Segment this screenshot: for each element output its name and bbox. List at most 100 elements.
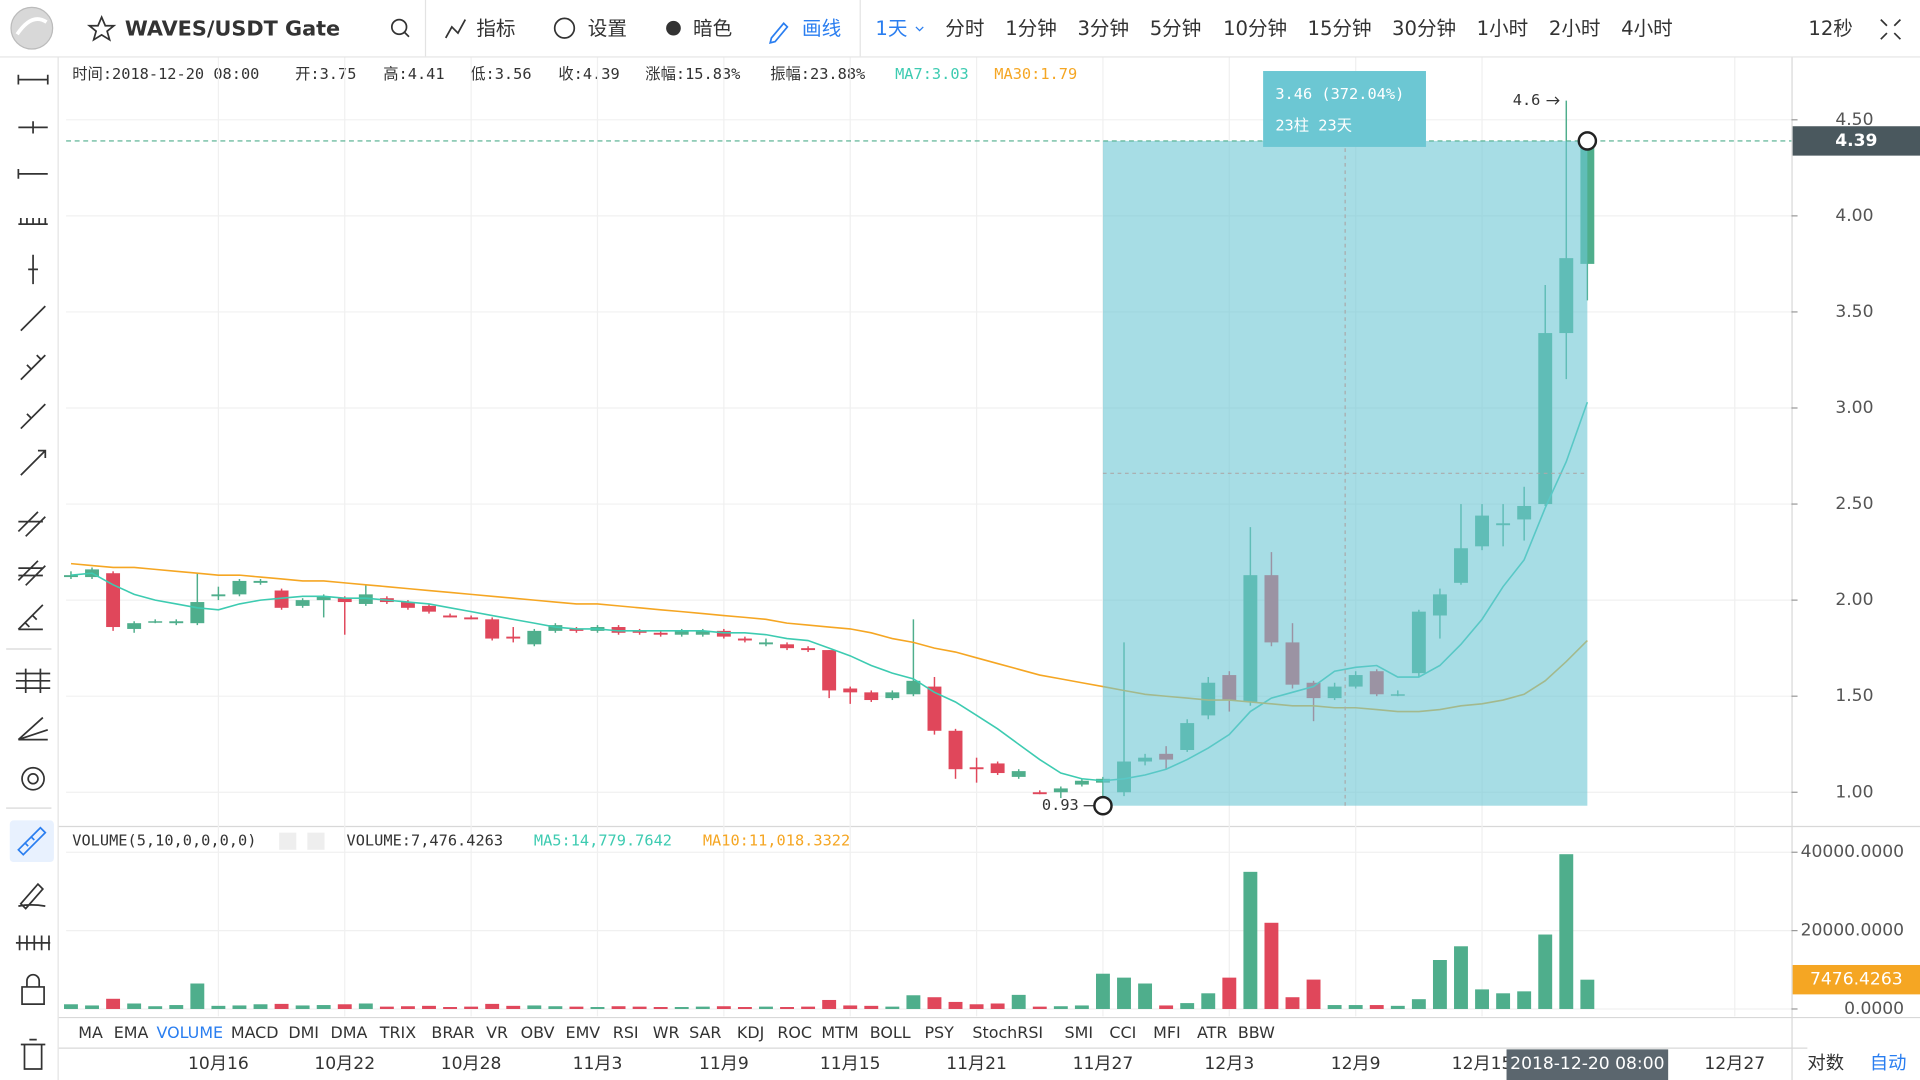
indicator-tab[interactable]: ROC [777,1023,812,1042]
tool-icon[interactable] [21,766,45,791]
info-field: 高:4.41 [383,65,444,83]
tool-icon[interactable] [17,168,48,179]
interval-option[interactable]: 15分钟 [1308,17,1372,40]
tool-icon[interactable] [28,254,38,285]
indicator-tab[interactable]: BRAR [431,1023,474,1042]
indicator-tab[interactable]: SAR [689,1023,721,1042]
volume-bar [927,997,942,1009]
indicator-tab[interactable]: BOLL [870,1023,911,1042]
indicator-tab[interactable]: VOLUME [156,1023,223,1042]
indicator-tab[interactable]: DMI [288,1023,319,1042]
y-tick-label: 1.50 [1835,686,1873,706]
lock-icon[interactable] [21,973,45,1005]
candle-body [316,596,331,601]
tool-icon[interactable] [17,511,46,537]
measure-handle[interactable] [1093,795,1113,816]
candle-body [674,630,689,635]
indicator-tab[interactable]: VR [486,1023,508,1042]
indicator-tab[interactable]: OBV [521,1023,555,1042]
indicator-tab[interactable]: PSY [924,1023,954,1042]
indicator-tab[interactable]: MFI [1153,1023,1181,1042]
delete-icon[interactable] [20,1038,46,1070]
measure-label-bg [1263,71,1426,147]
interval-option[interactable]: 1分钟 [1005,17,1057,40]
tool-icon[interactable] [20,354,46,381]
tool-icon[interactable] [27,773,39,785]
tool-icon[interactable] [20,305,46,332]
indicator-tab[interactable]: RSI [613,1023,639,1042]
volume-bar [801,1006,816,1009]
indicator-icon [444,19,467,39]
volume-bar [632,1006,647,1009]
interval-option[interactable]: 1小时 [1477,17,1529,40]
tool-icon[interactable] [20,449,47,476]
volume-bar [653,1007,668,1009]
indicator-tab[interactable]: TRIX [379,1023,416,1042]
candle-body [569,628,584,631]
indicator-tab[interactable]: DMA [331,1023,368,1042]
indicator-tab[interactable]: SMI [1065,1023,1094,1042]
candle-body [780,644,794,649]
volume-bar [1285,997,1300,1009]
info-field: 低:3.56 [470,65,531,83]
interval-option[interactable]: 5分钟 [1150,17,1202,40]
tool-icon[interactable] [18,217,48,225]
volume-bar [211,1005,226,1009]
interval-option[interactable]: 分时 [945,17,984,40]
search-icon[interactable] [390,18,408,36]
info-field: 涨幅:15.83% [645,65,740,83]
indicator-tab[interactable]: MA [78,1023,103,1042]
indicator-tab[interactable]: WR [653,1023,680,1042]
indicator-tab[interactable]: ATR [1197,1023,1227,1042]
volume-bar [1222,977,1237,1009]
indicator-tab[interactable]: BBW [1238,1023,1275,1042]
log-scale-toggle[interactable]: 对数 [1807,1053,1844,1074]
interval-option[interactable]: 10分钟 [1223,17,1287,40]
candle-body [864,692,879,701]
volume-bar [780,1007,794,1009]
x-tick-label: 10月22 [314,1054,375,1074]
x-tick-label: 11月21 [946,1054,1007,1074]
tool-icon[interactable] [17,716,49,741]
candle-body [211,594,226,597]
axis-mode-bg [1807,1046,1920,1080]
volume-bar [737,1007,752,1009]
indicator-tab[interactable]: MTM [821,1023,858,1042]
auto-scale-toggle[interactable]: 自动 [1870,1053,1907,1074]
x-tick-label: 11月9 [699,1054,749,1074]
interval-option[interactable]: 1天 [875,17,907,40]
interval-option[interactable]: 30分钟 [1392,17,1456,40]
menu-item[interactable]: 画线 [802,17,841,40]
indicator-tab[interactable]: EMA [114,1023,149,1042]
menu-item[interactable]: 暗色 [693,17,732,40]
legend-close-icon[interactable] [307,832,325,850]
tool-icon[interactable] [15,668,51,694]
fullscreen-icon[interactable] [1880,18,1902,40]
measure-handle[interactable] [1577,131,1598,151]
favorite-icon[interactable] [86,14,117,42]
brush-icon[interactable] [18,882,46,910]
candle-body [611,627,626,633]
volume-bar [85,1005,99,1009]
tool-icon[interactable] [20,403,46,430]
tool-icon[interactable] [17,604,44,631]
tool-icon[interactable] [17,560,46,586]
tool-icon[interactable] [18,121,48,134]
menu-item[interactable]: 指标 [476,17,515,40]
x-tick-label: 10月28 [441,1054,502,1074]
indicator-tab[interactable]: MACD [231,1023,279,1042]
tool-icon[interactable] [17,74,49,85]
menu-item[interactable]: 设置 [588,17,627,40]
indicator-tab[interactable]: StochRSI [972,1023,1043,1042]
indicator-tab[interactable]: EMV [566,1023,601,1042]
interval-option[interactable]: 4小时 [1621,17,1673,40]
legend-settings-icon[interactable] [279,832,297,850]
interval-option[interactable]: 2小时 [1549,17,1601,40]
indicator-tab[interactable]: CCI [1109,1023,1136,1042]
ruler-icon[interactable] [17,826,47,856]
interval-option[interactable]: 3分钟 [1077,17,1129,40]
volume-legend: VOLUME:7,476.4263 [347,832,504,850]
pair-title[interactable]: WAVES/USDT Gate [125,16,340,40]
magnet-icon[interactable] [15,935,51,951]
indicator-tab[interactable]: KDJ [737,1023,764,1042]
